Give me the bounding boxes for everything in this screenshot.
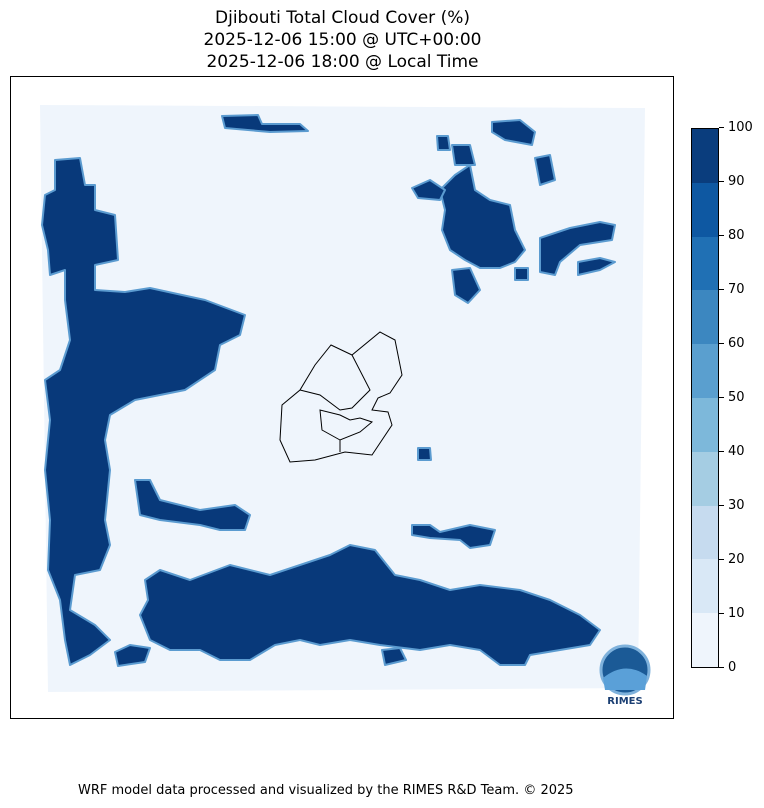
cloud-ne xyxy=(577,257,616,276)
logo-text: RIMES xyxy=(607,696,642,707)
cloud-ne-main xyxy=(439,164,526,269)
cloud-mid-right xyxy=(411,524,496,549)
cloud-ne xyxy=(451,144,476,166)
colorbar-tick-label: 30 xyxy=(719,498,745,513)
cloud-bottom xyxy=(139,544,601,666)
map-title: Djibouti Total Cloud Cover (%) xyxy=(215,8,470,28)
cloud-ne xyxy=(534,154,556,186)
rimes-logo: RIMES xyxy=(599,644,651,707)
cloud-ne xyxy=(514,267,529,281)
colorbar-tick-label: 20 xyxy=(719,552,745,567)
colorbar-segment xyxy=(692,129,718,183)
colorbar xyxy=(691,128,719,668)
colorbar-segment xyxy=(692,290,718,345)
local-time: 2025-12-06 18:00 @ Local Time xyxy=(206,52,479,72)
cloud-dot xyxy=(417,447,432,461)
region-border xyxy=(319,409,374,441)
cloud-ne xyxy=(451,267,481,304)
cloud-ne xyxy=(491,119,536,146)
colorbar-segment xyxy=(692,451,718,506)
colorbar-tick-label: 40 xyxy=(719,444,745,459)
cloud-ne xyxy=(411,179,446,201)
colorbar-tick-label: 70 xyxy=(719,282,745,297)
colorbar-tick-label: 100 xyxy=(719,120,753,135)
colorbar-segment xyxy=(692,182,718,237)
colorbar-tick-label: 0 xyxy=(719,660,736,675)
cloud-ne xyxy=(539,221,616,276)
cloud-regions xyxy=(41,114,616,667)
country-outline xyxy=(279,331,403,463)
colorbar-tick-label: 90 xyxy=(719,174,745,189)
colorbar-tick-label: 60 xyxy=(719,336,745,351)
map-frame xyxy=(10,76,674,719)
utc-time: 2025-12-06 15:00 @ UTC+00:00 xyxy=(203,30,482,50)
colorbar-segment xyxy=(692,505,718,560)
cloud-left xyxy=(41,157,246,666)
cloud-top xyxy=(221,114,309,133)
colorbar-tick-label: 10 xyxy=(719,606,745,621)
cloud-small xyxy=(114,644,151,667)
colorbar-segment xyxy=(692,236,718,291)
colorbar-segment xyxy=(692,559,718,614)
cloud-mid-left xyxy=(134,479,251,531)
colorbar-tick-label: 50 xyxy=(719,390,745,405)
colorbar-segment xyxy=(692,613,718,667)
colorbar-segment xyxy=(692,344,718,399)
cloud-small xyxy=(381,647,407,666)
region-border xyxy=(299,354,371,411)
colorbar-tick-label: 80 xyxy=(719,228,745,243)
colorbar-segment xyxy=(692,398,718,452)
cloud-ne xyxy=(436,135,451,151)
footer-credit: WRF model data processed and visualized … xyxy=(78,783,574,798)
djibouti-borders xyxy=(279,331,403,463)
